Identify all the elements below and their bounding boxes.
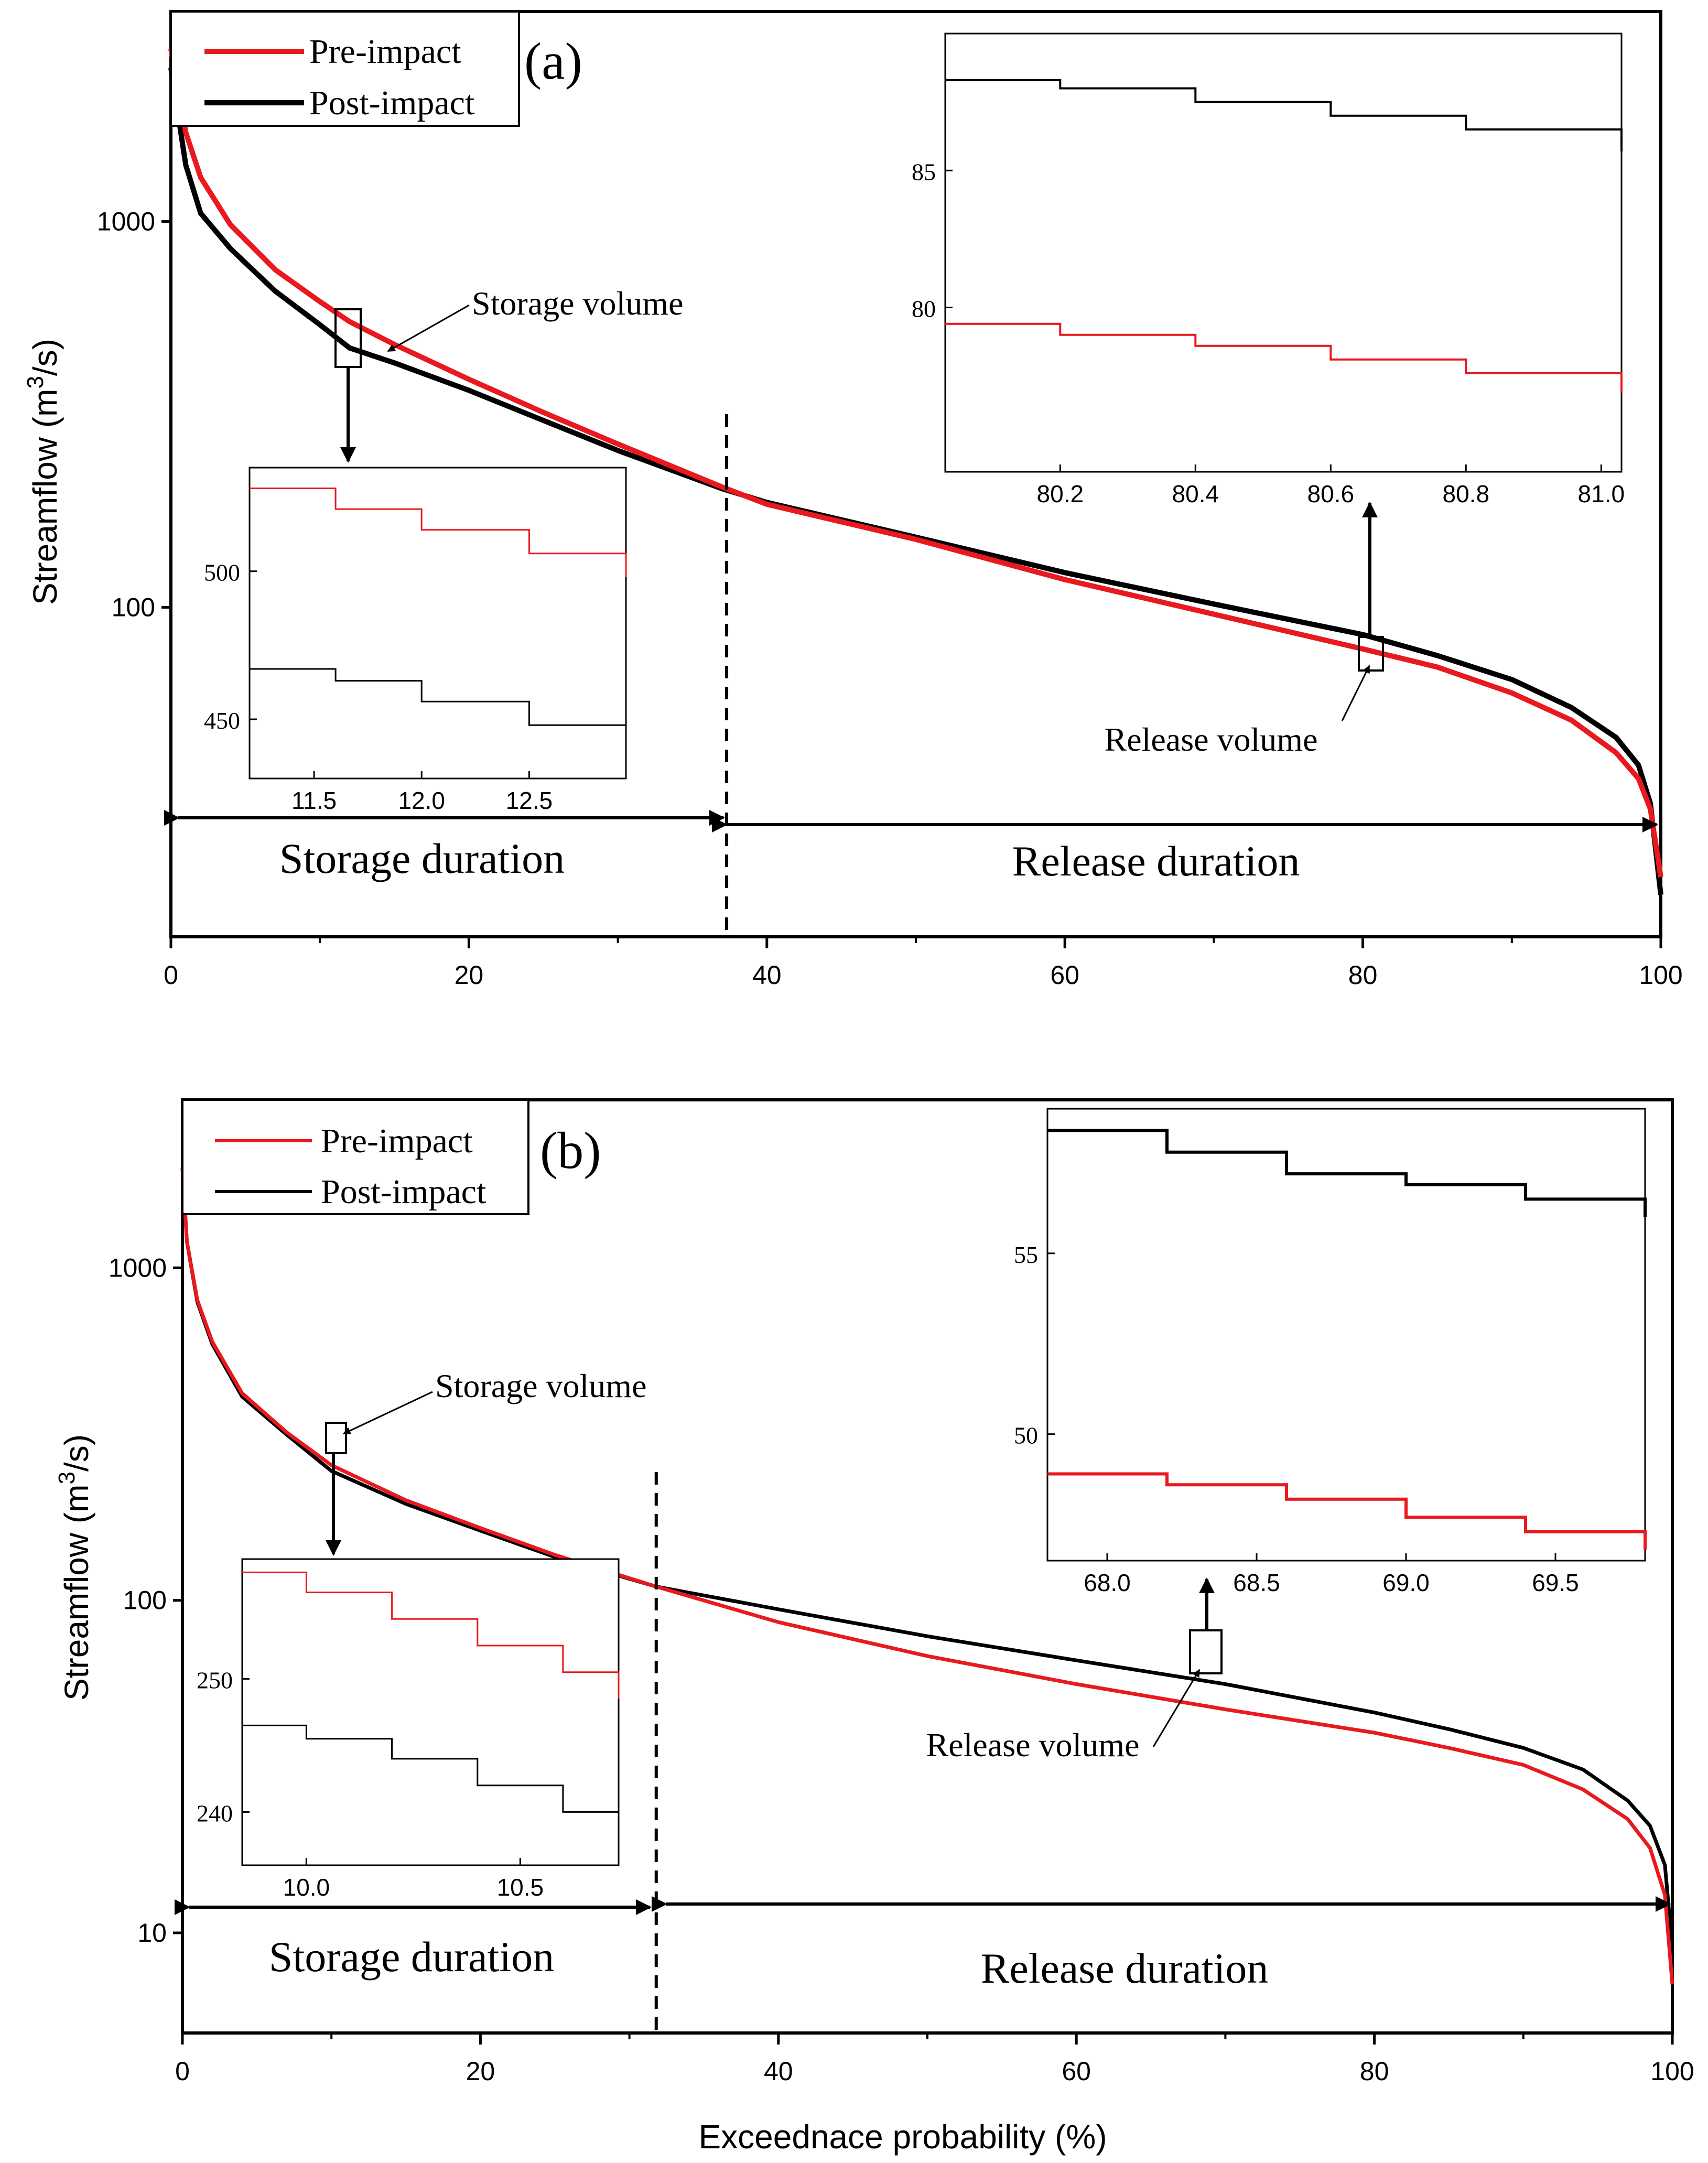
legend-box — [181, 1099, 529, 1215]
legend-pre-label: Pre-impact — [309, 33, 461, 71]
inset-y-tick-label: 50 — [1014, 1422, 1038, 1449]
storage-volume-leader — [342, 1391, 433, 1435]
legend: Pre-impact Post-impact — [170, 10, 520, 127]
x-tick-label: 0 — [164, 960, 178, 990]
x-tick-label: 80 — [1348, 960, 1378, 990]
y-axis-label: Streamflow (m3/s) — [23, 339, 64, 605]
storage-duration-label: Storage duration — [269, 1933, 554, 1981]
storage-volume-label: Storage volume — [435, 1367, 646, 1404]
release-volume-leader — [1341, 665, 1370, 721]
x-tick-label: 40 — [752, 960, 782, 990]
release-volume-label: Release volume — [1105, 721, 1318, 758]
storage-volume-leader — [387, 304, 470, 352]
inset-y-tick-label: 500 — [204, 559, 240, 586]
inset-y-tick-label: 240 — [197, 1800, 233, 1826]
inset-post-impact-line — [250, 668, 627, 755]
release-zoom-box — [1189, 1629, 1223, 1674]
y-tick-label: 1000 — [97, 207, 155, 236]
inset-x-tick-label: 68.5 — [1233, 1569, 1280, 1596]
x-tick-label: 40 — [764, 2057, 793, 2086]
inset-post-impact-line — [242, 1724, 620, 1845]
release-duration-label: Release duration — [981, 1944, 1269, 1992]
storage-inset: 11.5 12.0 12.5 450 500 — [204, 467, 627, 814]
inset-x-tick-label: 10.0 — [283, 1874, 330, 1901]
storage-zoom-box — [325, 1422, 347, 1454]
inset-y-tick-label: 80 — [912, 296, 936, 322]
x-tick-label: 0 — [175, 2057, 190, 2086]
legend-post-label: Post-impact — [321, 1173, 486, 1211]
x-axis-label: Exceednace probability (%) — [698, 2118, 1107, 2156]
pre-impact-series-line — [180, 1167, 1674, 1985]
inset-x-tick-label: 12.5 — [506, 787, 553, 814]
inset-frame — [944, 33, 1623, 473]
release-inset: 80.2 80.4 80.6 80.8 81.0 80 85 — [912, 33, 1625, 507]
legend-post-label: Post-impact — [309, 84, 474, 122]
release-duration-label: Release duration — [1012, 837, 1300, 885]
inset-x-tick-label: 81.0 — [1578, 480, 1625, 507]
x-tick-label: 20 — [466, 2057, 495, 2086]
x-tick-label: 100 — [1639, 960, 1682, 990]
release-volume-label: Release volume — [926, 1726, 1140, 1764]
legend-box — [170, 10, 520, 127]
inset-y-tick-label: 85 — [912, 158, 936, 185]
inset-x-tick-label: 69.5 — [1532, 1569, 1579, 1596]
pre-impact-series-line — [168, 48, 1663, 878]
inset-x-tick-label: 12.0 — [398, 787, 445, 814]
inset-frame — [1046, 1108, 1646, 1562]
inset-pre-impact-line — [242, 1571, 620, 1699]
y-tick-label: 100 — [112, 593, 155, 622]
release-volume-leader — [1152, 1669, 1201, 1747]
inset-post-impact-line — [945, 79, 1623, 152]
storage-inset: 10.0 10.5 240 250 — [197, 1558, 620, 1901]
inset-x-tick-label: 80.8 — [1443, 480, 1490, 507]
inset-x-tick-label: 80.6 — [1307, 480, 1355, 507]
panel-a-tag: (a) — [524, 32, 582, 90]
x-tick-label: 20 — [455, 960, 484, 990]
panel-b-tag: (b) — [540, 1121, 601, 1180]
storage-volume-label: Storage volume — [472, 285, 683, 322]
inset-pre-impact-line — [945, 322, 1623, 393]
inset-x-tick-label: 11.5 — [291, 787, 337, 814]
inset-y-tick-label: 250 — [197, 1667, 233, 1694]
inset-x-tick-label: 80.2 — [1037, 480, 1084, 507]
inset-x-tick-label: 68.0 — [1084, 1569, 1131, 1596]
x-tick-label: 100 — [1650, 2057, 1694, 2086]
legend-pre-label: Pre-impact — [321, 1122, 473, 1160]
inset-x-tick-label: 80.4 — [1172, 480, 1219, 507]
inset-y-tick-label: 450 — [204, 707, 240, 734]
inset-x-tick-label: 69.0 — [1382, 1569, 1430, 1596]
y-tick-label: 10 — [137, 1918, 167, 1948]
x-tick-label: 60 — [1062, 2057, 1091, 2086]
x-tick-label: 60 — [1050, 960, 1079, 990]
inset-pre-impact-line — [1047, 1472, 1647, 1550]
panel-a: 0 20 40 60 80 100 100 1000 Storage duration Re… — [23, 10, 1683, 990]
inset-post-impact-line — [1047, 1129, 1647, 1217]
release-inset: 68.0 68.5 69.0 69.5 50 55 — [1014, 1108, 1647, 1596]
inset-frame — [248, 467, 627, 780]
legend: Pre-impact Post-impact — [181, 1099, 529, 1215]
inset-pre-impact-line — [250, 488, 627, 577]
y-tick-label: 1000 — [109, 1253, 167, 1282]
inset-x-tick-label: 10.5 — [497, 1874, 544, 1901]
y-axis-label: Streamflow (m3/s) — [54, 1434, 95, 1701]
inset-y-tick-label: 55 — [1014, 1241, 1038, 1268]
inset-frame — [241, 1558, 620, 1866]
x-tick-label: 80 — [1360, 2057, 1389, 2086]
y-tick-label: 100 — [123, 1586, 167, 1615]
storage-duration-label: Storage duration — [279, 835, 565, 882]
